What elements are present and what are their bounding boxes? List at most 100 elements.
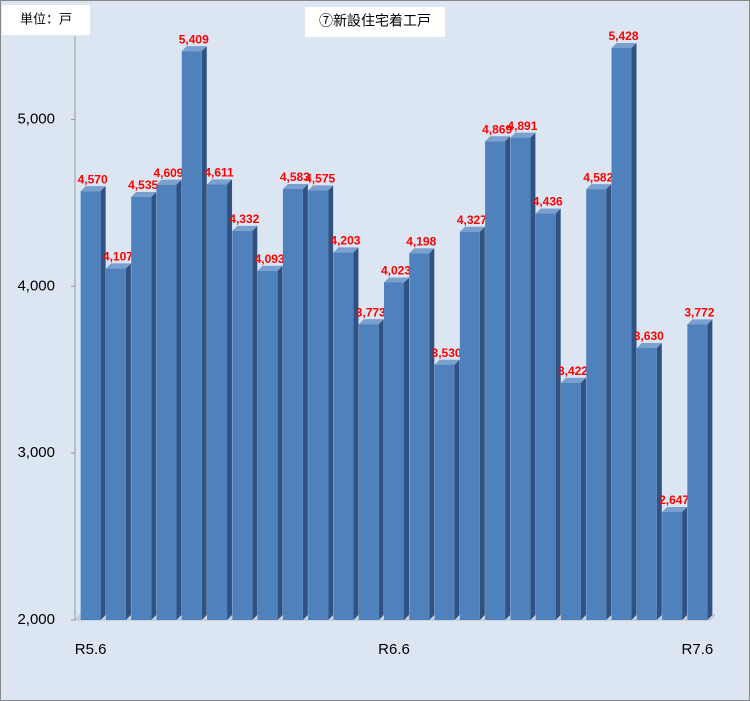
- bar: [510, 132, 536, 620]
- chart-title: ⑦新設住宅着工戸: [319, 13, 431, 29]
- bar-face: [687, 319, 713, 325]
- bar-face: [232, 225, 258, 231]
- value-label: 4,583: [280, 170, 310, 184]
- bar: [586, 184, 612, 620]
- bar: [434, 359, 460, 620]
- bar-face: [530, 132, 536, 620]
- y-tick-label: 4,000: [17, 277, 55, 294]
- bar: [535, 208, 561, 620]
- bar-face: [378, 319, 384, 620]
- bar-face: [125, 263, 131, 620]
- value-label: 3,422: [558, 364, 588, 378]
- bar-face: [580, 377, 586, 620]
- bar-face: [459, 226, 485, 232]
- bar: [485, 136, 511, 620]
- x-tick-label: R7.6: [682, 641, 714, 658]
- bar-face: [606, 184, 612, 620]
- bar-face: [333, 252, 354, 621]
- bar: [257, 265, 283, 620]
- bar: [207, 179, 233, 620]
- bar-face: [687, 324, 708, 620]
- bar-face: [308, 185, 334, 191]
- bar-face: [384, 277, 409, 283]
- x-tick-label: R6.6: [378, 641, 410, 658]
- value-label: 4,436: [533, 195, 563, 209]
- bar-face: [277, 265, 283, 620]
- bar: [687, 319, 713, 620]
- bar-face: [252, 225, 258, 620]
- bar-face: [707, 319, 713, 620]
- bar-face: [586, 189, 607, 620]
- bar-face: [156, 184, 177, 620]
- bar-face: [384, 282, 404, 620]
- value-label: 3,772: [684, 306, 714, 320]
- bar-face: [434, 359, 460, 365]
- bar-face: [560, 377, 586, 383]
- bar-face: [80, 191, 101, 621]
- bar: [384, 277, 409, 620]
- value-label: 3,630: [634, 329, 664, 343]
- bar-face: [282, 184, 308, 190]
- bar-face: [560, 382, 581, 620]
- bar-face: [353, 247, 359, 621]
- bar-face: [358, 319, 384, 325]
- value-label: 4,107: [103, 250, 133, 264]
- bar-face: [176, 179, 182, 620]
- bar: [232, 225, 258, 620]
- value-label: 4,891: [507, 119, 537, 133]
- bar-face: [358, 324, 379, 620]
- value-label: 4,570: [78, 172, 108, 186]
- bar-face: [485, 136, 511, 142]
- bar: [80, 186, 106, 621]
- bar: [156, 179, 182, 620]
- bar-face: [207, 184, 228, 620]
- value-label: 2,647: [659, 493, 689, 507]
- bar: [333, 247, 359, 621]
- bar-face: [201, 46, 207, 620]
- bar-face: [636, 343, 662, 349]
- value-label: 4,575: [305, 172, 335, 186]
- value-label: 3,530: [432, 346, 462, 360]
- value-label: 5,428: [609, 29, 639, 43]
- value-label: 4,609: [153, 166, 183, 180]
- value-label: 4,611: [204, 166, 234, 180]
- bar-face: [409, 248, 435, 254]
- value-label: 4,327: [457, 213, 487, 227]
- bar-face: [207, 179, 233, 185]
- unit-label: 単位：戸: [20, 11, 72, 26]
- bar-face: [80, 186, 106, 192]
- y-tick-label: 2,000: [17, 611, 55, 628]
- bar-face: [257, 265, 283, 271]
- bar-face: [151, 192, 157, 620]
- bar: [409, 248, 435, 621]
- bar: [636, 343, 662, 620]
- bar-face: [409, 253, 430, 621]
- bar-face: [328, 185, 334, 621]
- bar-face: [510, 137, 531, 620]
- bar-face: [535, 213, 556, 620]
- bar-face: [434, 364, 455, 620]
- bar-face: [636, 348, 657, 620]
- value-label: 4,332: [229, 212, 259, 226]
- bar-face: [631, 43, 637, 620]
- bar: [282, 184, 308, 620]
- bar: [105, 263, 131, 620]
- value-label: 3,773: [356, 305, 386, 319]
- bar: [459, 226, 485, 620]
- bar-face: [227, 179, 233, 620]
- bar-face: [308, 190, 329, 621]
- value-label: 4,869: [482, 122, 512, 136]
- bar-face: [510, 132, 536, 138]
- bar-face: [302, 184, 308, 620]
- bar-face: [181, 46, 207, 52]
- bar-face: [505, 136, 511, 620]
- bar-face: [611, 43, 637, 49]
- bar-face: [586, 184, 612, 190]
- value-label: 4,203: [330, 234, 360, 248]
- bar-face: [555, 208, 561, 620]
- y-tick-label: 5,000: [17, 110, 55, 127]
- bar: [308, 185, 334, 621]
- bar: [131, 192, 157, 620]
- bar-face: [257, 270, 278, 620]
- bar-face: [232, 230, 253, 620]
